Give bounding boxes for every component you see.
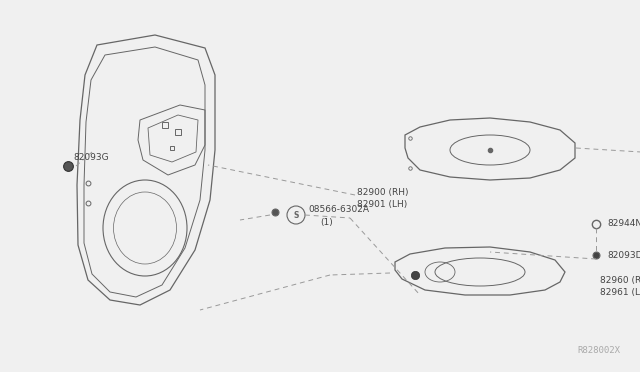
Text: 08566-6302A: 08566-6302A: [308, 205, 369, 215]
Text: 82093G: 82093G: [73, 154, 109, 163]
Text: (1): (1): [320, 218, 333, 227]
Text: 82900 (RH): 82900 (RH): [357, 187, 408, 196]
Text: 82093D: 82093D: [607, 250, 640, 260]
Text: 82961 (LH): 82961 (LH): [600, 288, 640, 296]
Text: 82944N: 82944N: [607, 219, 640, 228]
Text: 82901 (LH): 82901 (LH): [357, 199, 407, 208]
Text: S: S: [293, 211, 299, 219]
Text: 82960 (RH): 82960 (RH): [600, 276, 640, 285]
Text: R828002X: R828002X: [577, 346, 620, 355]
